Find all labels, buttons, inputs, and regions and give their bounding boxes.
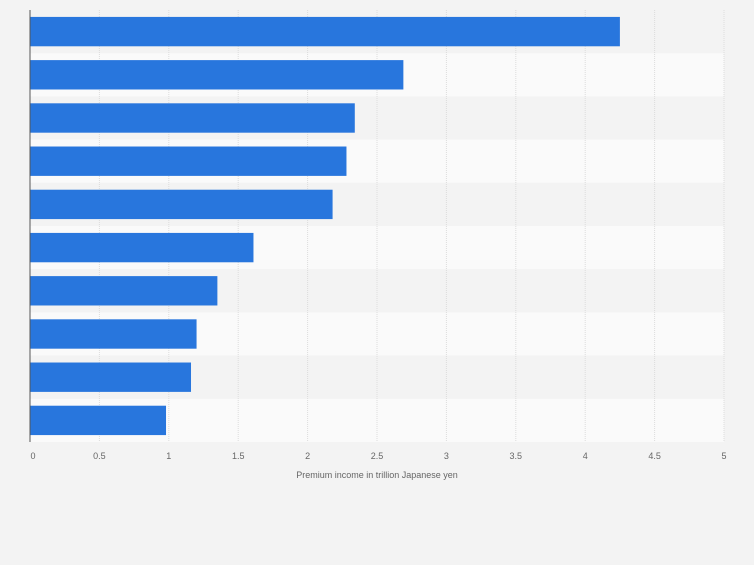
x-tick-label: 5 (721, 451, 726, 461)
bar[interactable] (30, 276, 218, 306)
x-tick-label: 2.5 (371, 451, 384, 461)
x-tick-label: 3.5 (510, 451, 523, 461)
x-axis-label: Premium income in trillion Japanese yen (296, 470, 458, 480)
bars (30, 16, 620, 436)
bar[interactable] (30, 60, 404, 90)
x-tick-label: 1 (166, 451, 171, 461)
x-tick-label: 2 (305, 451, 310, 461)
x-tick-label: 0.5 (93, 451, 106, 461)
x-tick-label: 3 (444, 451, 449, 461)
x-tick-label: 4 (583, 451, 588, 461)
bar[interactable] (30, 103, 355, 133)
bar[interactable] (30, 232, 254, 263)
bar[interactable] (30, 319, 197, 349)
bar[interactable] (30, 362, 192, 392)
x-tick-label: 4.5 (648, 451, 661, 461)
bar[interactable] (30, 16, 620, 47)
x-tick-label: 1.5 (232, 451, 245, 461)
x-tick-labels: 0 0.5 1 1.5 2 2.5 3 3.5 4 4.5 5 (30, 451, 726, 461)
bar[interactable] (30, 405, 167, 436)
bar[interactable] (30, 189, 333, 220)
x-tick-label: 0 (30, 451, 35, 461)
bar[interactable] (30, 146, 347, 176)
